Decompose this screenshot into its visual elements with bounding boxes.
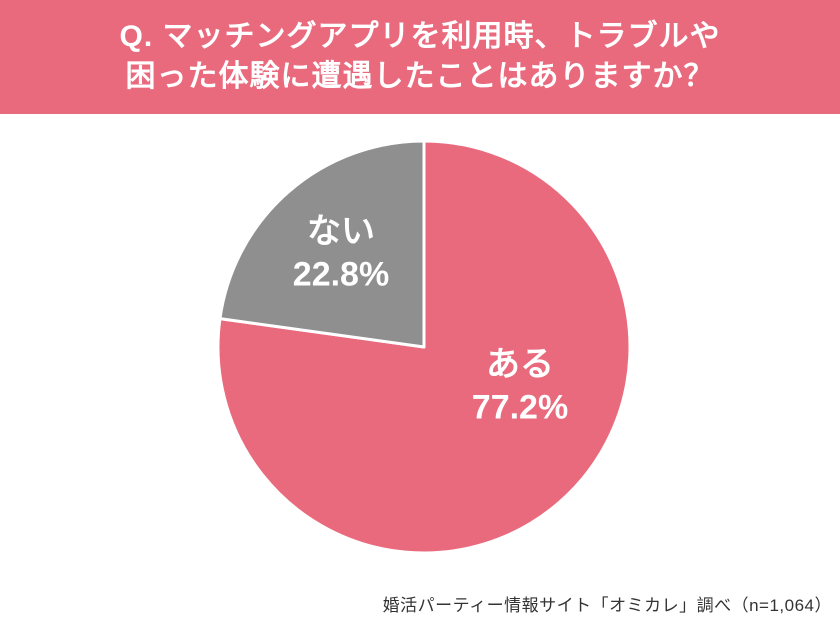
pie-slice-1	[218, 139, 426, 349]
pie-chart	[216, 139, 632, 555]
source-note: 婚活パーティー情報サイト「オミカレ」調べ（n=1,064）	[382, 596, 832, 615]
question-line-1: Q. マッチングアプリを利用時、トラブルや	[119, 20, 721, 53]
question-header: Q. マッチングアプリを利用時、トラブルや 困った体験に遭遇したことはありますか…	[0, 0, 840, 114]
question-line-2: 困った体験に遭遇したことはありますか？	[125, 60, 715, 93]
pie-chart-area: ない 22.8% ある 77.2%	[214, 137, 634, 557]
